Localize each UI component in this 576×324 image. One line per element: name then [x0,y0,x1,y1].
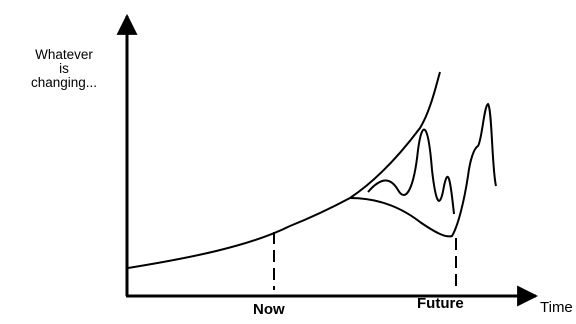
lower-branch-curve [349,102,497,238]
y-axis-label-line-3: changing... [30,75,98,90]
y-axis-label-line-2: is [59,61,69,76]
now-label: Now [253,301,285,318]
y-axis-label-line-1: Whatever [35,47,93,62]
trend-curve [127,197,351,269]
y-axis-label: Whatever is changing... [12,48,116,90]
oscillating-branch-curve [367,128,455,215]
upper-branch-curve [349,71,441,199]
time-axis-label: Time [540,299,573,316]
future-label: Future [417,295,464,312]
